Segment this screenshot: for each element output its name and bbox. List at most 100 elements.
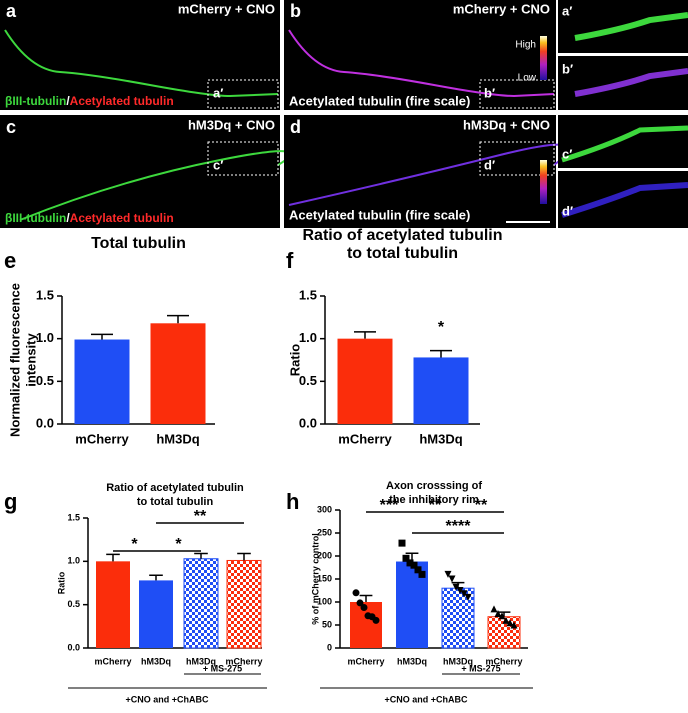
stain-caption: Acetylated tubulin (fire scale) bbox=[289, 93, 470, 108]
condition: hM3Dq + CNO bbox=[188, 117, 275, 132]
data-point bbox=[464, 593, 472, 601]
y-tick-label: 1.5 bbox=[36, 287, 54, 302]
y-tick-label: 300 bbox=[317, 504, 332, 514]
group-label: + MS-275 bbox=[203, 663, 242, 673]
colorbar-low: Low bbox=[518, 73, 537, 84]
inset-label: b′ bbox=[484, 85, 495, 100]
axon bbox=[4, 29, 279, 98]
data-point bbox=[418, 570, 426, 578]
inset-box bbox=[207, 141, 279, 176]
significance-label: * bbox=[175, 536, 182, 553]
y-axis-label: Ratio bbox=[287, 344, 302, 377]
x-tick-label: hM3Dq bbox=[156, 431, 199, 446]
image-b bbox=[284, 0, 556, 110]
y-tick-label: 1.0 bbox=[36, 330, 54, 345]
y-tick-label: 150 bbox=[317, 573, 332, 583]
bar bbox=[413, 357, 469, 424]
x-tick-label: hM3Dq bbox=[141, 656, 171, 666]
inset-d bbox=[558, 171, 688, 228]
panel-letter: e bbox=[4, 248, 16, 273]
footer-label: +CNO and +ChABC bbox=[384, 694, 468, 704]
x-tick-label: mCherry bbox=[225, 656, 262, 666]
inset-letter: d′ bbox=[562, 203, 573, 218]
error-bar bbox=[237, 552, 251, 561]
inset-letter: c′ bbox=[562, 146, 572, 161]
data-point bbox=[410, 561, 418, 569]
bar bbox=[183, 558, 219, 649]
error-bar bbox=[106, 553, 120, 562]
significance-label: *** bbox=[380, 497, 399, 514]
significance-label: **** bbox=[446, 518, 472, 535]
image-d bbox=[284, 115, 556, 228]
stain: βIII-tubulin bbox=[5, 94, 66, 108]
significance-label: ** bbox=[475, 497, 488, 514]
chart-title: Ratio of acetylated tubulin bbox=[302, 227, 502, 244]
inset-letter: b′ bbox=[562, 61, 573, 76]
y-axis-label: intensity bbox=[23, 333, 38, 387]
error-bar bbox=[497, 611, 511, 617]
stain: βIII-tubulin bbox=[5, 211, 66, 225]
inset-c bbox=[558, 115, 688, 168]
panel-letter: h bbox=[286, 489, 299, 514]
data-point bbox=[448, 575, 456, 583]
axon bbox=[561, 125, 688, 163]
bar bbox=[150, 323, 206, 424]
data-point bbox=[460, 590, 468, 598]
y-tick-label: 1.5 bbox=[67, 512, 80, 522]
data-point bbox=[498, 612, 506, 620]
x-tick-label: mCherry bbox=[347, 656, 384, 666]
inset-box bbox=[207, 79, 279, 109]
x-tick-label: mCherry bbox=[94, 656, 131, 666]
bar bbox=[96, 561, 130, 648]
y-tick-label: 1.5 bbox=[299, 287, 317, 302]
y-tick-label: 0.5 bbox=[36, 373, 54, 388]
slash: / bbox=[66, 94, 70, 108]
error-bar bbox=[149, 574, 163, 581]
panel-letter: b bbox=[290, 1, 301, 21]
y-axis-label: % of mCherry control bbox=[310, 533, 320, 625]
bar bbox=[226, 559, 262, 649]
data-point bbox=[506, 619, 514, 627]
significance-label: ** bbox=[429, 497, 442, 514]
x-tick-label: hM3Dq bbox=[186, 656, 216, 666]
x-tick-label: mCherry bbox=[338, 431, 392, 446]
chart-title: Total tubulin bbox=[91, 235, 186, 252]
image-a bbox=[0, 0, 280, 110]
inset-letter: a′ bbox=[562, 3, 572, 18]
data-point bbox=[456, 587, 464, 594]
data-point bbox=[356, 599, 364, 607]
data-point bbox=[444, 570, 452, 578]
x-tick-label: mCherry bbox=[75, 431, 129, 446]
data-point bbox=[360, 604, 368, 612]
chart-title: the inhibitory rim bbox=[389, 494, 479, 506]
axon bbox=[561, 182, 688, 218]
y-tick-label: 0.0 bbox=[299, 415, 317, 430]
y-tick-label: 0.0 bbox=[67, 642, 80, 652]
panel-letter: g bbox=[4, 489, 17, 514]
data-point bbox=[372, 616, 380, 624]
y-tick-label: 0.5 bbox=[299, 373, 317, 388]
chart-title: Axon crosssing of bbox=[386, 480, 482, 492]
colorbar bbox=[540, 160, 547, 204]
group-label: + MS-275 bbox=[461, 663, 500, 673]
y-tick-label: 0 bbox=[327, 642, 332, 652]
stain-caption: βIII-tubulin/Acetylated tubulin bbox=[5, 211, 174, 225]
significance-label: * bbox=[131, 536, 138, 553]
y-tick-label: 250 bbox=[317, 527, 332, 537]
x-tick-label: hM3Dq bbox=[397, 656, 427, 666]
panel-letter: a bbox=[6, 1, 17, 21]
bar bbox=[337, 338, 393, 424]
chart-title: Ratio of acetylated tubulin bbox=[106, 482, 244, 494]
panel-letter: c bbox=[6, 117, 16, 137]
data-point bbox=[494, 610, 502, 617]
y-tick-label: 0.5 bbox=[67, 599, 80, 609]
axon bbox=[574, 68, 688, 97]
y-tick-label: 200 bbox=[317, 550, 332, 560]
panel-letter: d bbox=[290, 117, 301, 137]
y-tick-label: 50 bbox=[322, 619, 332, 629]
y-tick-label: 100 bbox=[317, 596, 332, 606]
micrographs: a mCherry + CNO a′ βIII-tubulin/Acetylat… bbox=[0, 0, 688, 228]
stain-caption: βIII-tubulin/Acetylated tubulin bbox=[5, 94, 174, 108]
inset-label: d′ bbox=[484, 157, 495, 172]
